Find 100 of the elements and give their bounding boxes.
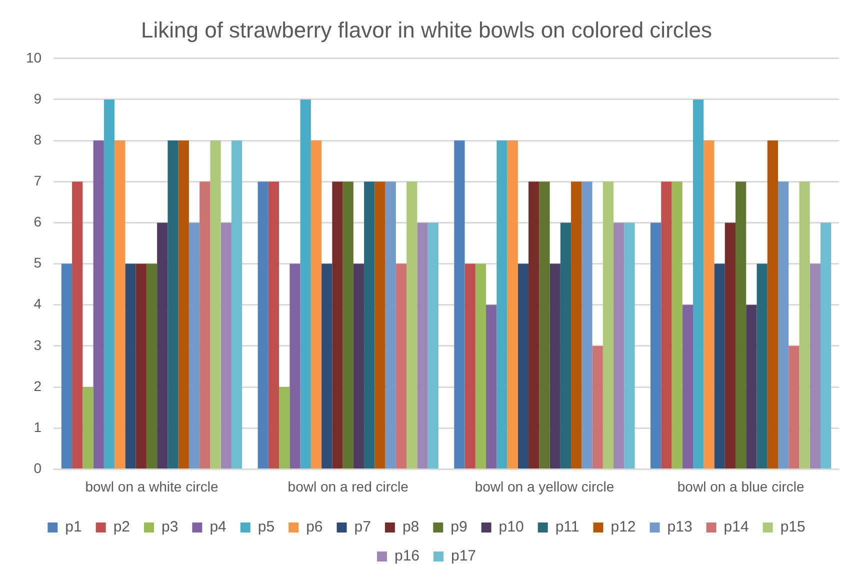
bar <box>810 264 821 468</box>
bar <box>496 140 508 468</box>
bar <box>332 182 343 468</box>
bar <box>310 140 322 468</box>
bar <box>486 304 497 468</box>
legend-label: p11 <box>555 518 580 536</box>
bar <box>157 222 168 468</box>
x-tick-label: bowl on a blue circle <box>677 478 804 494</box>
x-tick-label: bowl on a yellow circle <box>474 478 614 494</box>
bar <box>322 264 332 468</box>
bar <box>672 182 682 468</box>
bar <box>136 264 146 468</box>
bar <box>374 182 386 468</box>
bar <box>188 222 200 468</box>
bar <box>475 264 486 468</box>
bar <box>799 182 810 468</box>
legend-label: p17 <box>451 548 476 565</box>
bar <box>104 99 115 468</box>
bar <box>464 264 476 468</box>
bar <box>290 264 300 468</box>
bar <box>507 140 518 468</box>
bar <box>396 264 407 468</box>
bar <box>624 222 635 468</box>
y-tick-label: 6 <box>34 214 42 230</box>
bar <box>788 346 800 468</box>
bar <box>385 182 396 468</box>
y-tick-label: 3 <box>34 336 42 353</box>
bar <box>231 140 242 468</box>
bar <box>778 182 789 468</box>
bar <box>767 140 778 468</box>
legend-label: p10 <box>498 518 524 536</box>
legend-label: p14 <box>724 518 749 536</box>
bar <box>258 182 268 468</box>
bar <box>454 140 465 468</box>
bar <box>417 222 428 468</box>
bar <box>146 264 158 468</box>
bar <box>300 99 311 468</box>
legend-label: p16 <box>394 548 420 565</box>
y-tick-label: 5 <box>34 254 42 271</box>
bar <box>279 387 290 468</box>
legend-label: p1 <box>65 518 82 536</box>
bar <box>693 99 704 468</box>
bar <box>614 222 624 468</box>
bar <box>682 304 694 468</box>
bar <box>539 182 550 468</box>
bar <box>406 182 418 468</box>
bar <box>220 222 232 468</box>
bar <box>571 182 582 468</box>
bar <box>200 182 210 468</box>
bar <box>518 264 529 468</box>
bar <box>820 222 832 468</box>
bar <box>661 182 672 468</box>
bar <box>342 182 354 468</box>
bar <box>746 304 757 468</box>
bar <box>724 222 736 468</box>
y-tick-label: 2 <box>34 378 42 394</box>
bar <box>353 264 364 468</box>
legend-label: p3 <box>162 518 178 536</box>
y-tick-label: 9 <box>34 90 42 106</box>
bar <box>736 182 746 468</box>
legend-label: p5 <box>258 518 275 536</box>
y-tick-label: 4 <box>34 296 42 312</box>
bar <box>114 140 126 468</box>
legend-label: p4 <box>210 518 226 536</box>
bar <box>650 222 662 468</box>
bar <box>428 222 438 468</box>
bar <box>582 182 592 468</box>
bar <box>714 264 725 468</box>
bar <box>560 222 572 468</box>
x-tick-label: bowl on a white circle <box>85 478 218 494</box>
bar <box>93 140 104 468</box>
bar <box>550 264 560 468</box>
legend-label: p6 <box>306 518 323 536</box>
bar <box>178 140 189 468</box>
chart-title: Liking of strawberry flavor in white bowls on colored circles <box>140 17 712 42</box>
legend-label: p7 <box>354 518 371 536</box>
bar <box>704 140 714 468</box>
bar <box>268 182 280 468</box>
bar <box>528 182 540 468</box>
bar <box>168 140 178 468</box>
y-tick-label: 0 <box>34 460 42 476</box>
bar <box>125 264 136 468</box>
legend-label: p15 <box>780 518 806 536</box>
bar <box>61 264 72 468</box>
bar <box>72 182 83 468</box>
x-tick-label: bowl on a red circle <box>288 478 409 494</box>
y-tick-label: 1 <box>34 418 42 435</box>
y-tick-label: 7 <box>34 172 42 188</box>
legend-label: p2 <box>113 518 130 536</box>
bar <box>210 140 221 468</box>
y-tick-label: 8 <box>34 131 42 148</box>
bar <box>364 182 375 468</box>
bar <box>82 387 94 468</box>
legend-label: p12 <box>610 518 636 536</box>
legend-label: p8 <box>402 518 420 536</box>
legend-label: p9 <box>450 518 468 536</box>
legend-label: p13 <box>667 518 692 536</box>
y-tick-label: 10 <box>26 49 42 66</box>
bar <box>756 264 768 468</box>
bar <box>602 182 614 468</box>
